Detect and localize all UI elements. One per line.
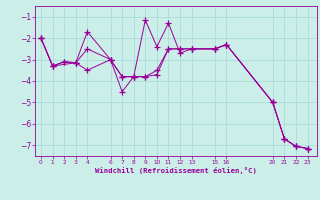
X-axis label: Windchill (Refroidissement éolien,°C): Windchill (Refroidissement éolien,°C)	[95, 167, 257, 174]
